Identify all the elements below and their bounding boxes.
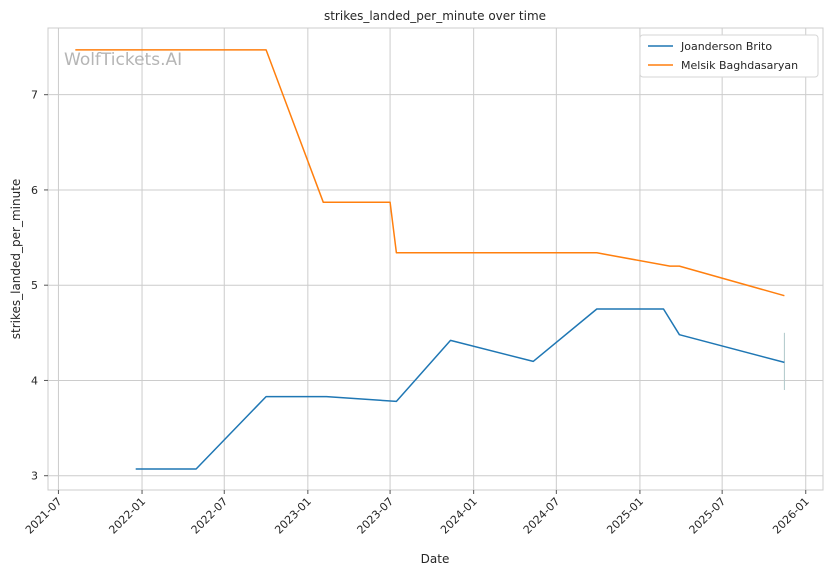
legend-label-melsik-baghdasaryan: Melsik Baghdasaryan: [681, 59, 798, 72]
legend-box: [639, 34, 819, 78]
legend: Joanderson Brito Melsik Baghdasaryan: [639, 34, 819, 78]
x-tick-label: 2022-01: [106, 495, 148, 537]
y-tick-label: 5: [31, 279, 38, 292]
x-axis-label: Date: [421, 552, 450, 566]
series-lines: [75, 49, 785, 470]
plot-area: [47, 27, 824, 491]
x-tick-label: 2026-01: [770, 495, 812, 537]
x-tick-label: 2023-07: [354, 495, 396, 537]
y-tick-label: 6: [31, 184, 38, 197]
series-line-joanderson-brito: [135, 308, 785, 470]
y-tick-label: 4: [31, 374, 38, 387]
x-tick-label: 2021-07: [23, 495, 65, 537]
x-tick-label: 2025-01: [604, 495, 646, 537]
legend-label-joanderson-brito: Joanderson Brito: [680, 40, 772, 53]
x-tick-label: 2023-01: [272, 495, 314, 537]
x-tick-label: 2024-07: [521, 495, 563, 537]
chart-title: strikes_landed_per_minute over time: [324, 9, 546, 23]
watermark: WolfTickets.AI: [64, 50, 182, 70]
y-tick-labels: 3 4 5 6 7: [31, 89, 48, 483]
x-tick-labels: 2021-07 2022-01 2022-07 2023-01 2023-07 2024-…: [23, 490, 812, 537]
grid-lines: [48, 28, 823, 490]
x-tick-label: 2025-07: [687, 495, 729, 537]
series-line-melsik-baghdasaryan: [75, 49, 785, 297]
y-axis-label: strikes_landed_per_minute: [9, 179, 23, 340]
x-tick-label: 2024-01: [438, 495, 480, 537]
x-tick-label: 2022-07: [189, 495, 231, 537]
y-tick-label: 3: [31, 470, 38, 483]
y-tick-label: 7: [31, 89, 38, 102]
